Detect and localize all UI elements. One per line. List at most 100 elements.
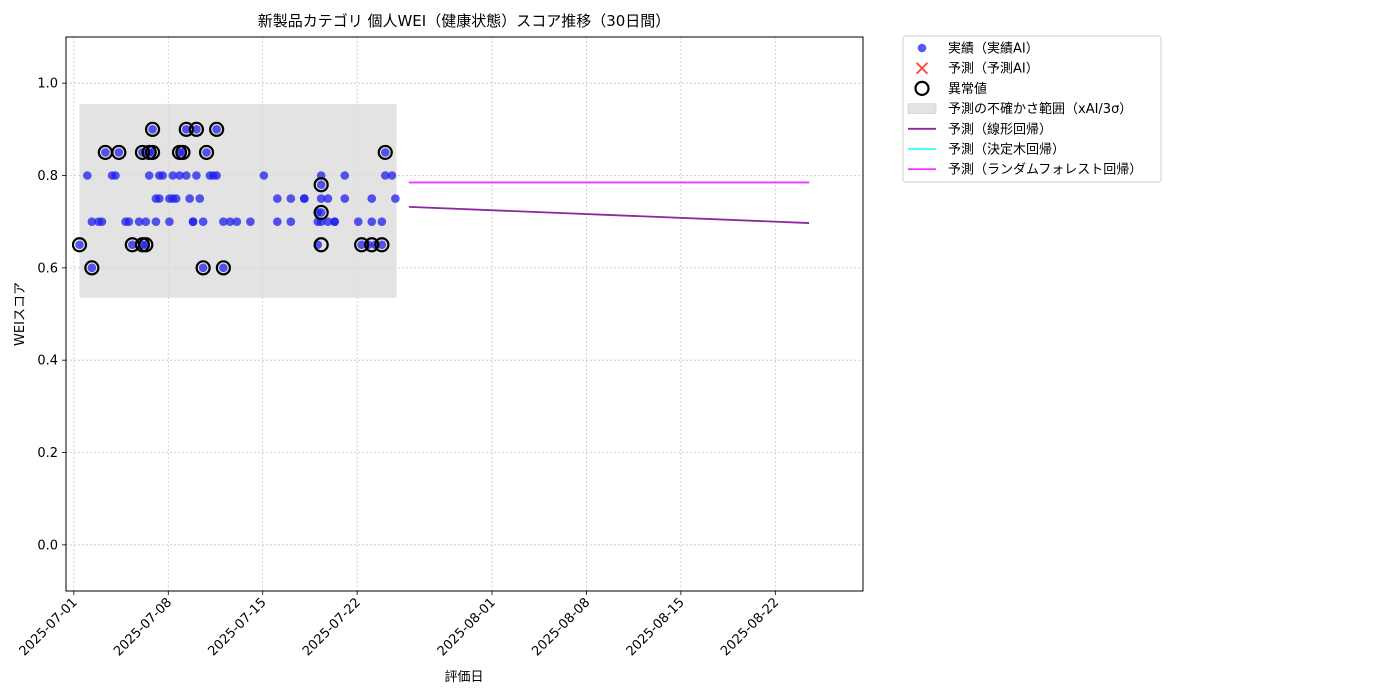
- anomaly-ring: [195, 260, 211, 276]
- actual-point: [185, 194, 194, 203]
- plot-contents: [71, 103, 810, 298]
- x-tick-label: 2025-08-01: [435, 595, 499, 659]
- actual-point: [87, 217, 97, 226]
- actual-point: [212, 125, 221, 134]
- actual-point: [219, 217, 228, 226]
- anomaly-ring: [84, 260, 100, 276]
- x-tick-label: 2025-08-15: [624, 595, 688, 659]
- forecast-line: [408, 205, 810, 224]
- actual-point: [316, 180, 326, 190]
- y-tick-label: 0.2: [37, 446, 58, 461]
- actual-point: [155, 194, 164, 203]
- anomaly-ring: [144, 144, 161, 161]
- x-tick-label: 2025-07-15: [206, 595, 270, 659]
- legend-marker-forecast-ai: [915, 62, 929, 75]
- y-tick-label: 0.0: [37, 538, 58, 553]
- anomaly-ring: [134, 144, 151, 161]
- actual-point: [198, 217, 208, 226]
- y-tick-label: 0.8: [37, 169, 58, 184]
- actual-point: [377, 240, 387, 250]
- legend-label: 予測（決定木回帰）: [948, 142, 1065, 158]
- actual-point: [212, 171, 221, 180]
- actual-point: [391, 194, 400, 203]
- legend-label: 予測（予測AI）: [948, 62, 1039, 77]
- actual-point: [367, 194, 377, 203]
- actual-point: [286, 194, 296, 203]
- actual-point: [148, 125, 157, 134]
- actual-point: [300, 194, 309, 203]
- anomaly-ring: [209, 121, 225, 137]
- actual-point: [114, 148, 124, 157]
- anomaly-ring: [111, 144, 127, 161]
- actual-point: [387, 171, 397, 180]
- actual-point: [380, 148, 390, 157]
- actual-point: [316, 194, 326, 203]
- actual-point: [83, 171, 92, 180]
- uncertainty-band: [79, 103, 397, 298]
- legend-marker-anomaly: [914, 80, 930, 97]
- actual-point: [192, 171, 201, 180]
- legend-marker-actual: [917, 43, 927, 53]
- actual-point: [181, 171, 191, 180]
- legend-label: 異常値: [948, 81, 987, 97]
- y-axis-label: WEIスコア: [13, 282, 28, 346]
- y-tick-label: 0.6: [37, 261, 58, 276]
- plot-area: 0.0 0.2 0.4 0.6 0.8 1.0 2025-07-01 2025-07-08 20…: [17, 36, 864, 659]
- actual-point: [195, 194, 205, 203]
- actual-point: [171, 194, 181, 203]
- anomaly-ring: [374, 237, 390, 253]
- actual-point: [128, 240, 137, 250]
- anomaly-ring: [175, 144, 191, 161]
- chart-title: 新製品カテゴリ 個人WEI（健康状態）スコア推移（30日間）: [258, 12, 671, 30]
- legend-box: [902, 35, 1162, 183]
- anomaly-ring: [364, 237, 380, 253]
- legend-label: 予測の不確かさ範囲（xAI/3σ）: [948, 101, 1132, 117]
- actual-point: [330, 217, 339, 226]
- actual-point: [175, 171, 184, 180]
- actual-point: [75, 240, 84, 250]
- actual-point: [353, 217, 363, 226]
- actual-point: [316, 208, 326, 217]
- legend-label: 実績（実績AI）: [948, 41, 1039, 57]
- actual-point: [165, 217, 174, 226]
- actual-point: [377, 217, 387, 226]
- anomaly-ring: [313, 204, 329, 221]
- anomaly-ring: [138, 237, 154, 253]
- anomaly-ring: [188, 121, 204, 137]
- legend-label: 予測（ランダムフォレスト回帰）: [948, 162, 1142, 178]
- legend-marker-band: [907, 103, 937, 114]
- actual-point: [367, 217, 377, 226]
- x-tick-label: 2025-07-01: [17, 595, 81, 659]
- anomaly-ring: [178, 121, 194, 137]
- actual-point: [286, 217, 296, 226]
- anomaly-ring: [354, 237, 370, 253]
- x-tick-label: 2025-07-22: [300, 595, 364, 659]
- x-tick-label: 2025-07-08: [111, 595, 175, 659]
- actual-point: [323, 217, 333, 226]
- x-tick-label: 2025-08-08: [529, 595, 593, 659]
- actual-point: [273, 194, 282, 203]
- actual-point: [151, 217, 161, 226]
- actual-point: [340, 194, 350, 203]
- actual-point: [380, 171, 390, 180]
- anomaly-ring: [377, 144, 393, 161]
- anomaly-ring: [215, 260, 231, 276]
- axes-frame: [65, 36, 864, 592]
- anomaly-ring: [313, 177, 329, 193]
- actual-point: [168, 171, 178, 180]
- actual-point: [357, 240, 366, 250]
- x-axis-label: 評価日: [444, 670, 483, 685]
- legend-label: 予測（線形回帰）: [948, 121, 1052, 137]
- actual-point: [97, 217, 107, 226]
- y-tick-label: 0.4: [37, 354, 58, 369]
- actual-point: [158, 171, 167, 180]
- actual-point: [181, 125, 191, 134]
- actual-point: [259, 171, 269, 180]
- x-tick-label: 2025-08-22: [718, 595, 782, 659]
- actual-point: [219, 263, 228, 273]
- anomaly-ring: [71, 237, 88, 253]
- actual-point: [141, 217, 151, 226]
- actual-point: [225, 217, 235, 226]
